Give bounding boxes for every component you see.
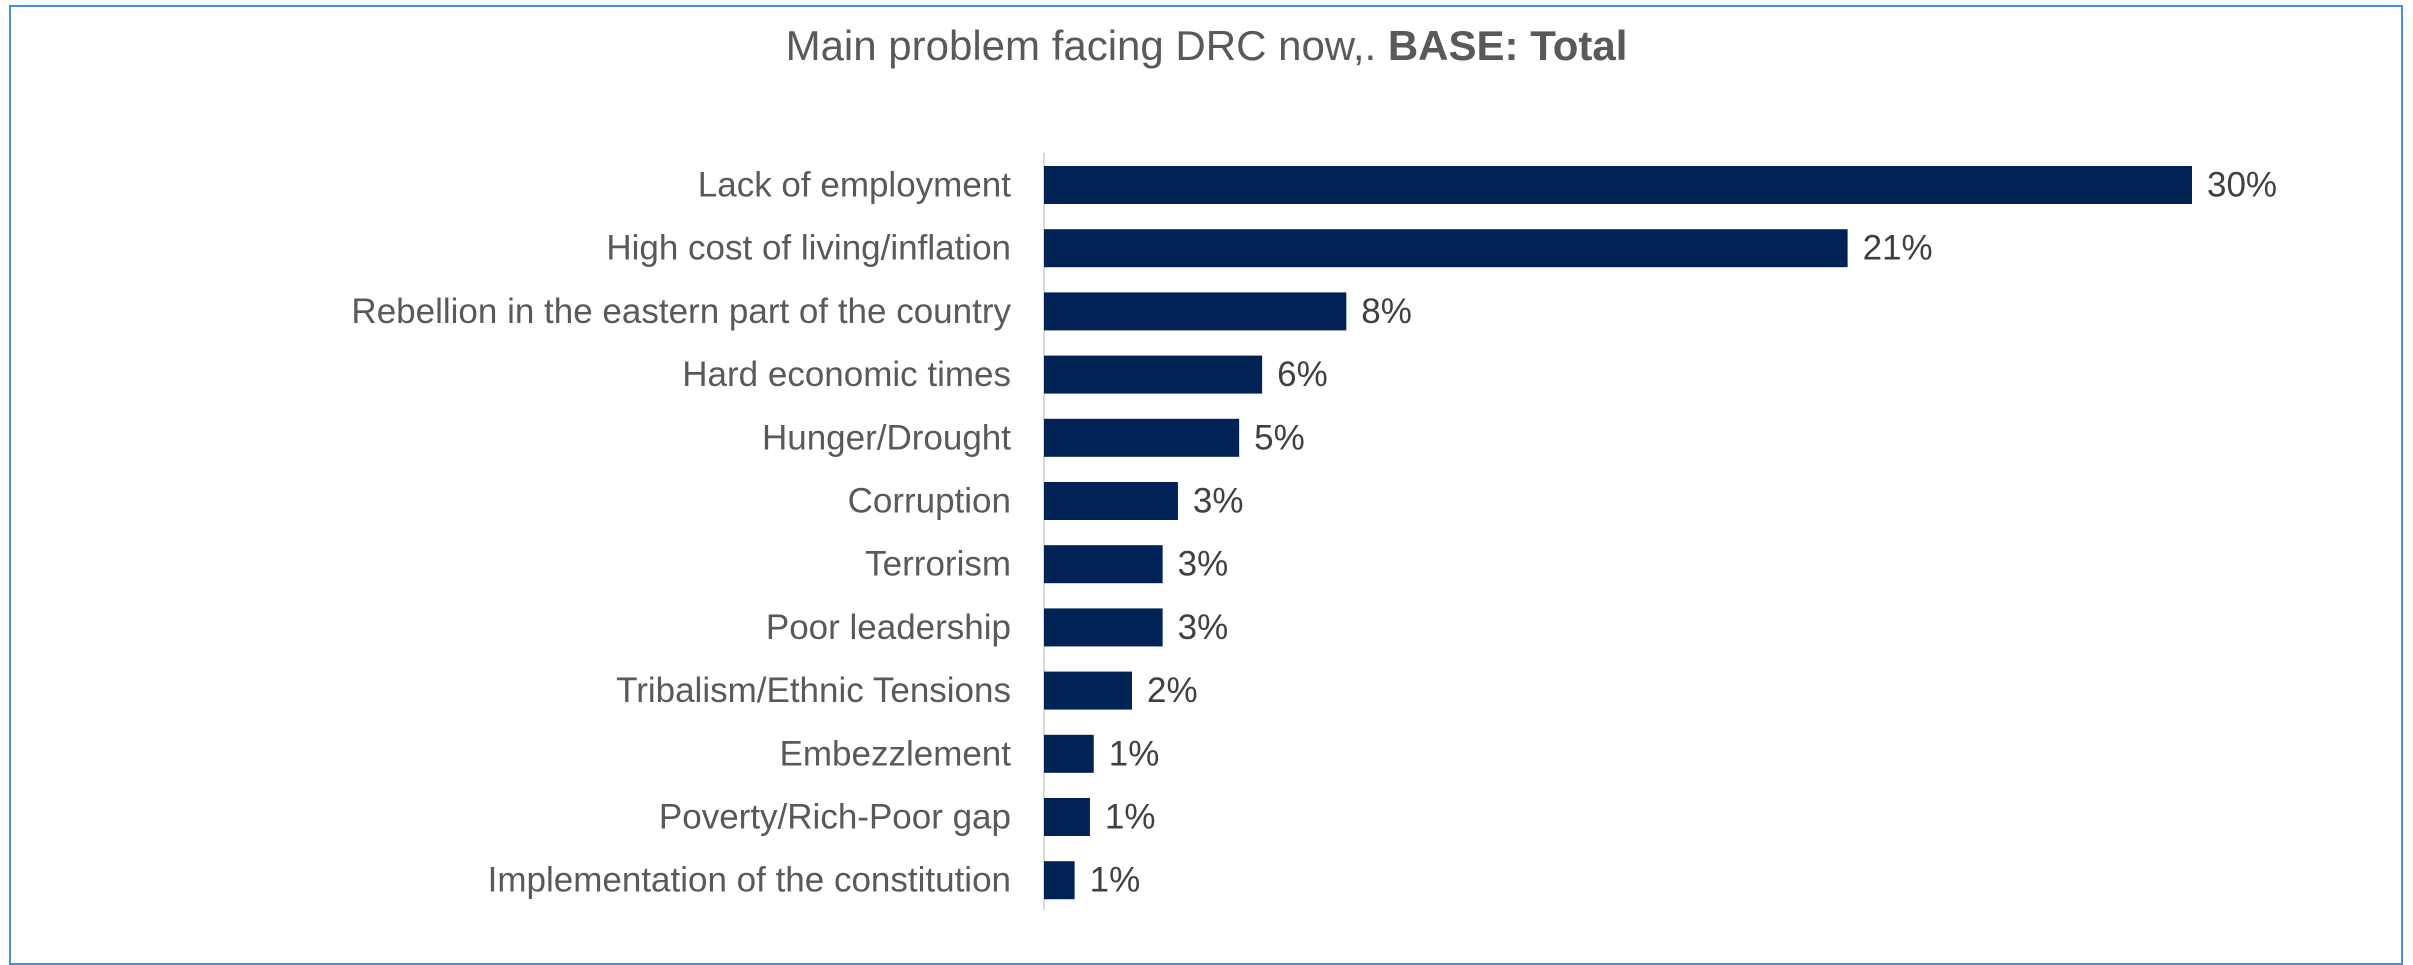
value-label: 5%	[1254, 418, 1305, 457]
category-label: Embezzlement	[780, 734, 1012, 773]
bar	[1044, 608, 1163, 647]
bar	[1044, 734, 1094, 773]
category-label: Lack of employment	[698, 166, 1011, 205]
value-label: 1%	[1109, 734, 1160, 773]
value-label: 3%	[1193, 482, 1244, 521]
value-label: 2%	[1147, 671, 1198, 710]
value-label: 21%	[1863, 229, 1933, 268]
value-label: 6%	[1277, 355, 1328, 394]
category-label: Hunger/Drought	[762, 418, 1011, 457]
category-label: Hard economic times	[682, 355, 1011, 394]
bar	[1044, 545, 1163, 584]
category-label: Implementation of the constitution	[488, 861, 1011, 900]
value-label: 3%	[1178, 608, 1229, 647]
bar	[1044, 671, 1133, 710]
value-label: 1%	[1090, 861, 1141, 900]
bar	[1044, 292, 1347, 331]
bar	[1044, 482, 1178, 520]
bar	[1044, 166, 2192, 204]
chart-title: Main problem facing DRC now,. BASE: Tota…	[0, 22, 2413, 70]
value-label: 3%	[1178, 545, 1229, 584]
category-label: Poor leadership	[766, 608, 1011, 647]
bar	[1044, 798, 1090, 836]
category-label: Rebellion in the eastern part of the cou…	[351, 292, 1011, 331]
chart-title-main: Main problem facing DRC now,.	[785, 22, 1377, 69]
category-label: High cost of living/inflation	[606, 229, 1011, 268]
category-label: Tribalism/Ethnic Tensions	[616, 671, 1011, 710]
bar	[1044, 355, 1263, 394]
category-label: Terrorism	[865, 545, 1011, 584]
category-label: Corruption	[848, 482, 1011, 521]
chart-title-base: BASE: Total	[1387, 22, 1628, 69]
value-label: 1%	[1105, 798, 1156, 837]
bar	[1044, 861, 1075, 900]
bar	[1044, 418, 1240, 457]
value-label: 30%	[2207, 166, 2277, 205]
bar	[1044, 229, 1848, 268]
value-label: 8%	[1361, 292, 1412, 331]
category-label: Poverty/Rich-Poor gap	[659, 798, 1011, 837]
